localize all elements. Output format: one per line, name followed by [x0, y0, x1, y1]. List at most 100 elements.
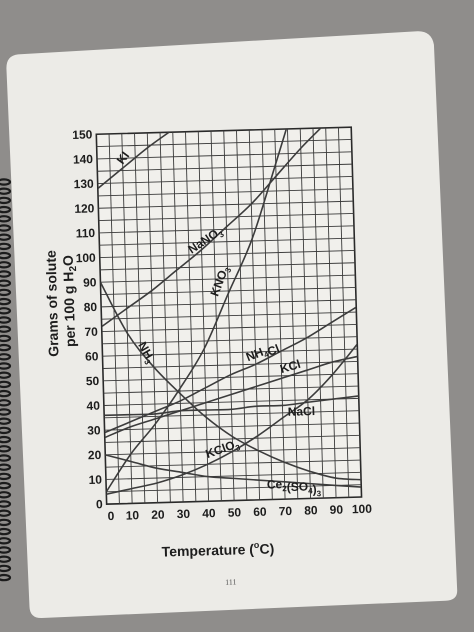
- solubility-chart: 0 10 20 30 40 50 60 70 80 90 100 110 120 130 140 150 0 10…: [72, 126, 373, 523]
- grid-line-horizontal: [97, 163, 353, 172]
- grid-line-horizontal: [101, 323, 357, 332]
- curve-nh3: [99, 281, 362, 481]
- grid-line-horizontal: [100, 286, 356, 295]
- spiral-coil: [0, 316, 12, 324]
- x-tick-label: 30: [177, 507, 191, 521]
- spiral-coil: [0, 426, 12, 435]
- spiral-binding: [0, 178, 12, 582]
- spiral-coil: [0, 187, 12, 195]
- grid-line-horizontal: [106, 484, 362, 493]
- grid-line-horizontal: [98, 200, 354, 209]
- x-tick-label: 20: [151, 508, 165, 522]
- grid-line-horizontal: [104, 434, 360, 443]
- spiral-coil: [0, 251, 12, 260]
- x-tick-label: 40: [202, 506, 216, 520]
- spiral-coil: [0, 288, 12, 297]
- spiral-coil: [0, 500, 12, 508]
- spiral-coil: [0, 555, 12, 563]
- grid-line-horizontal: [101, 299, 357, 308]
- spiral-coil: [0, 518, 12, 527]
- grid-line-horizontal: [104, 410, 360, 419]
- curve-label-nacl: NaCl: [288, 404, 316, 419]
- curve-label-ce2-so4-3: Ce2(SO4)3: [267, 476, 322, 500]
- spiral-coil: [0, 307, 12, 315]
- spiral-coil: [0, 371, 12, 379]
- curve-ce2-so4-3: [105, 454, 362, 488]
- grid-line-horizontal: [99, 225, 354, 234]
- y-tick-label: 20: [88, 448, 102, 462]
- curve-nano3: [101, 127, 351, 328]
- spiral-coil: [0, 224, 12, 232]
- grid-line-horizontal: [103, 397, 359, 406]
- y-axis-title: Grams of solute per 100 g H2O: [42, 246, 81, 357]
- grid-line-horizontal: [100, 274, 356, 283]
- spiral-coil: [0, 463, 12, 471]
- curve-kcl: [104, 355, 358, 439]
- spiral-coil: [0, 537, 12, 545]
- spiral-coil: [0, 196, 12, 205]
- curve-kclo3: [106, 343, 358, 496]
- spiral-coil: [0, 454, 12, 462]
- grid-line-horizontal: [98, 188, 353, 197]
- spiral-coil: [0, 215, 12, 223]
- x-tick-label: 90: [330, 503, 344, 517]
- spiral-coil: [0, 279, 12, 287]
- grid-line-horizontal: [100, 262, 356, 271]
- curve-label-kcl: KCl: [278, 357, 302, 376]
- grid-line-horizontal: [102, 348, 358, 357]
- spiral-coil: [0, 380, 12, 389]
- spiral-coil: [0, 362, 12, 370]
- grid-line-horizontal: [102, 360, 358, 369]
- spiral-coil: [0, 178, 12, 186]
- spiral-coil: [0, 242, 12, 251]
- grid-line-horizontal: [97, 176, 353, 185]
- y-tick-label: 80: [84, 300, 98, 314]
- grid-line-horizontal: [103, 373, 359, 382]
- y-tick-label: 70: [84, 325, 98, 339]
- grid-line-horizontal: [102, 336, 358, 345]
- spiral-coil: [0, 509, 12, 517]
- spiral-coil: [0, 445, 12, 453]
- spiral-coil: [0, 435, 12, 444]
- spiral-coil: [0, 527, 12, 536]
- y-tick-label: 40: [86, 399, 100, 413]
- y-tick-label: 50: [86, 374, 100, 388]
- y-tick-label: 130: [73, 177, 94, 192]
- spiral-coil: [0, 325, 12, 333]
- spiral-coil: [0, 472, 12, 481]
- y-tick-label: 140: [73, 152, 94, 167]
- spiral-coil: [0, 297, 12, 306]
- curve-label-nh4cl: NH4Cl: [244, 339, 282, 367]
- grid-line-horizontal: [99, 237, 355, 246]
- grid-line-horizontal: [103, 385, 359, 394]
- y-tick-label: 100: [76, 251, 97, 266]
- x-tick-label: 100: [352, 502, 373, 517]
- spiral-coil: [0, 389, 12, 398]
- spiral-coil: [0, 353, 12, 361]
- spiral-coil: [0, 417, 12, 425]
- spiral-coil: [0, 546, 12, 554]
- spiral-coil: [0, 399, 12, 407]
- spiral-coil: [0, 334, 12, 343]
- x-tick-label: 50: [228, 505, 242, 519]
- y-tick-label: 30: [87, 423, 101, 437]
- spiral-coil: [0, 205, 12, 214]
- curve-nacl: [104, 395, 359, 417]
- grid-line-horizontal: [99, 249, 355, 259]
- y-tick-label: 110: [76, 226, 96, 241]
- curve-ki: [97, 128, 174, 190]
- grid-line-horizontal: [98, 212, 354, 222]
- y-tick-label: 0: [96, 497, 103, 511]
- y-tick-label: 10: [88, 473, 102, 487]
- grid-line-horizontal: [104, 422, 360, 431]
- x-tick-label: 10: [126, 508, 140, 522]
- y-tick-label: 90: [83, 275, 97, 289]
- spiral-coil: [0, 573, 12, 582]
- y-axis-title-line1: Grams of solute: [43, 250, 62, 357]
- y-tick-label: 150: [72, 127, 93, 142]
- spiral-coil: [0, 233, 12, 241]
- x-tick-label: 70: [279, 504, 293, 518]
- spiral-coil: [0, 564, 12, 573]
- grid-line-horizontal: [96, 151, 352, 160]
